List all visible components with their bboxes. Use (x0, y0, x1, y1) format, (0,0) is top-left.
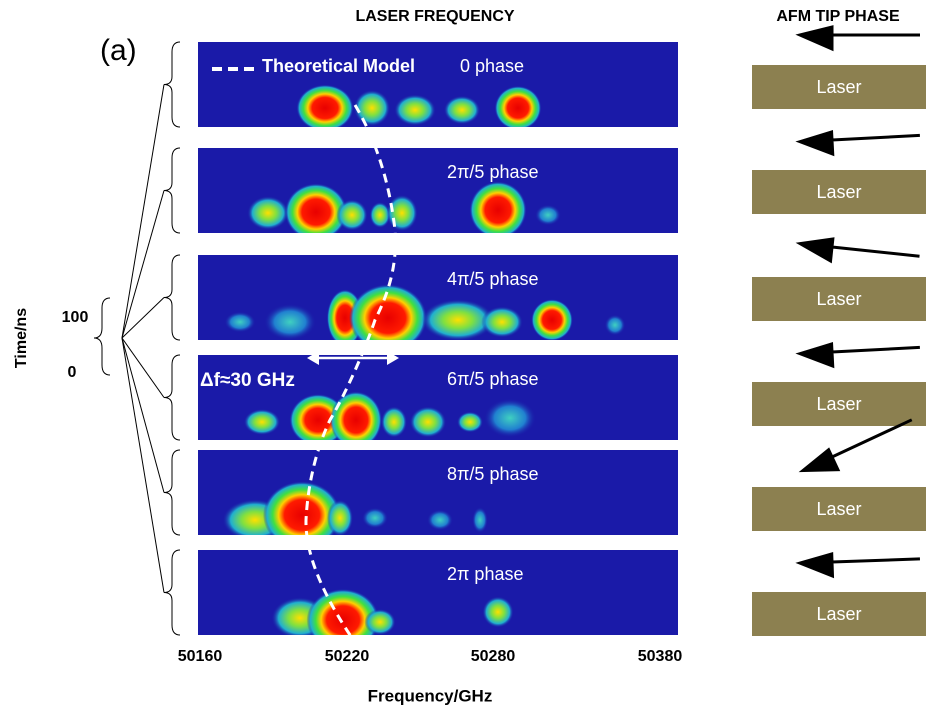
delta-label: Δf≈30 GHz (200, 370, 295, 391)
blob (472, 507, 488, 533)
bracket (164, 42, 180, 127)
laser-label: Laser (816, 77, 861, 97)
blob (386, 195, 417, 231)
blob (482, 596, 513, 627)
legend-label: Theoretical Model (262, 56, 415, 76)
header-right: AFM TIP PHASE (776, 8, 900, 25)
heatmap-bg (198, 550, 678, 635)
blob (336, 199, 367, 230)
phase-label: 6π/5 phase (447, 369, 539, 389)
bracket (164, 355, 180, 440)
blob (247, 196, 289, 230)
bracket (164, 255, 180, 340)
y-tick-label: 100 (62, 309, 89, 326)
tips: Laser Laser Laser Laser Laser Laser (752, 27, 926, 636)
laser-label: Laser (816, 604, 861, 624)
laser-label: Laser (816, 289, 861, 309)
tip (800, 27, 920, 49)
connector (122, 338, 164, 593)
blob (410, 406, 446, 437)
blob (469, 181, 526, 238)
blob (362, 508, 388, 529)
bracket (164, 148, 180, 233)
tip (800, 127, 921, 155)
laser-label: Laser (816, 499, 861, 519)
blob (495, 86, 542, 130)
blob (481, 306, 523, 337)
blob (381, 406, 407, 437)
blob (535, 205, 561, 226)
phase-label: 2π phase (447, 564, 523, 584)
phase-label: 4π/5 phase (447, 269, 539, 289)
x-tick-label: 50220 (325, 648, 370, 665)
bracket (164, 450, 180, 535)
phase-label: 2π/5 phase (447, 162, 539, 182)
connector (122, 298, 164, 339)
blob (244, 409, 280, 435)
connector (122, 338, 164, 493)
x-axis-title: Frequency/GHz (368, 686, 493, 705)
y-tick-label: 0 (68, 364, 77, 381)
x-tick-label: 50380 (638, 648, 683, 665)
heatmaps: 0 phase 2π/5 phase 4π/5 phase 6π/5 phase 8π/… (198, 42, 678, 651)
blob (427, 510, 453, 531)
blob (605, 315, 626, 336)
tip (800, 339, 921, 367)
laser-label: Laser (816, 394, 861, 414)
blob (224, 312, 255, 333)
blob (457, 412, 483, 433)
panel-label: (a) (100, 34, 137, 67)
y-axis-title: Time/ns (13, 308, 30, 368)
blob (364, 609, 395, 635)
tip (799, 236, 921, 270)
blob (327, 500, 353, 536)
x-tick-label: 50160 (178, 648, 223, 665)
laser-label: Laser (816, 182, 861, 202)
blob (354, 90, 390, 126)
blob (264, 304, 316, 340)
heatmap-bg (198, 42, 678, 127)
blob (296, 85, 353, 132)
bracket (164, 550, 180, 635)
blob (349, 284, 427, 352)
blob (531, 299, 573, 341)
connector (122, 338, 164, 398)
blob (394, 94, 436, 125)
time-bracket (94, 298, 110, 375)
tip (800, 551, 921, 577)
figure: (a) LASER FREQUENCY AFM TIP PHASE 0 phas… (0, 0, 926, 710)
blob (484, 399, 536, 438)
brackets (122, 42, 180, 635)
x-tick-label: 50280 (471, 648, 516, 665)
phase-label: 8π/5 phase (447, 464, 539, 484)
header-left: LASER FREQUENCY (355, 8, 514, 25)
blob (444, 96, 480, 125)
blob (330, 391, 382, 448)
phase-label: 0 phase (460, 56, 524, 76)
